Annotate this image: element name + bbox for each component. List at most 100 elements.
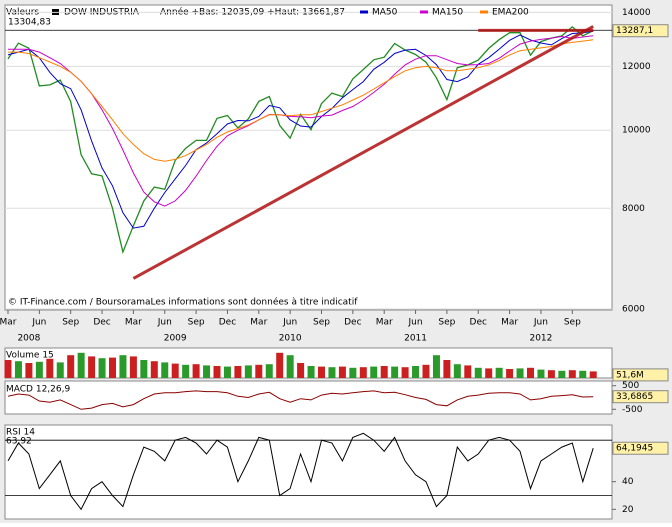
x-tick-label: Sep	[188, 318, 205, 328]
x-tick-label: Jun	[31, 318, 46, 328]
bar	[568, 370, 576, 378]
bar	[391, 366, 399, 378]
bar	[223, 366, 231, 378]
bar	[349, 367, 357, 378]
y-tick-label: 20	[622, 505, 634, 515]
trendline	[132, 25, 594, 280]
bar	[432, 355, 440, 378]
x-tick-label: Mar	[376, 318, 393, 328]
bar	[265, 364, 273, 378]
value-tag-label: 33,6865	[616, 392, 653, 402]
bar	[328, 367, 336, 378]
value-tag	[612, 390, 669, 404]
year-label: 2009	[164, 334, 187, 344]
x-tick-label: Jun	[533, 318, 548, 328]
y-tick-label: 6000	[622, 305, 645, 315]
x-tick-label: Jun	[408, 318, 423, 328]
source: © IT-Finance.com / BoursoramaLes informa…	[8, 297, 358, 308]
bar	[171, 363, 179, 378]
bar	[338, 366, 346, 378]
x-tick-label: Mar	[0, 318, 17, 328]
indicator-line	[7, 390, 594, 410]
indicator-line	[7, 30, 594, 229]
y-tick-label: 12000	[622, 62, 651, 72]
x-tick-label: Sep	[438, 318, 455, 328]
bar	[192, 364, 200, 378]
bar	[276, 352, 284, 378]
bar	[213, 366, 221, 378]
bar	[464, 365, 472, 378]
x-tick-label: Dec	[219, 318, 236, 328]
bar	[129, 356, 137, 378]
bar	[67, 355, 75, 378]
panel-title: RSI 14	[6, 428, 35, 438]
y-tick-label: 8000	[622, 204, 645, 214]
x-tick-label: Sep	[564, 318, 581, 328]
rsi-plot	[4, 424, 613, 520]
x-tick-label: Dec	[93, 318, 110, 328]
price-plot	[4, 4, 613, 311]
x-tick-label: Sep	[62, 318, 79, 328]
bar	[35, 361, 43, 378]
bar	[56, 362, 64, 378]
bar	[443, 360, 451, 378]
bar	[537, 369, 545, 378]
bar	[401, 367, 409, 378]
bar	[380, 366, 388, 378]
bar	[25, 363, 33, 378]
value-tag	[612, 368, 669, 382]
x-tick-label: Dec	[470, 318, 487, 328]
bar	[77, 352, 85, 378]
y-tick-label: 10000	[622, 126, 651, 136]
bar	[422, 364, 430, 378]
bar	[109, 357, 116, 378]
x-tick-label: Mar	[501, 318, 518, 328]
panel-title: MACD 12,26,9	[6, 385, 70, 395]
level-label: 13304,83	[8, 18, 51, 28]
value-tag-label: 64,1945	[616, 444, 653, 454]
bar	[255, 364, 263, 378]
x-tick-label: Mar	[125, 318, 142, 328]
panel-title: Volume 15	[6, 351, 54, 361]
bar	[161, 362, 169, 378]
bar	[516, 368, 524, 378]
bar	[506, 369, 514, 378]
bar	[412, 366, 420, 378]
bar	[527, 367, 534, 378]
bar	[140, 360, 148, 378]
bar	[589, 371, 597, 378]
bar	[359, 367, 367, 378]
year-label: 2010	[279, 334, 302, 344]
bar	[297, 363, 305, 378]
bar	[98, 358, 106, 378]
macd-plot	[4, 380, 613, 415]
bar	[485, 368, 493, 378]
bar	[46, 358, 54, 378]
value-tag-label: 51,6M	[616, 370, 644, 380]
x-tick-label: Jun	[282, 318, 297, 328]
value-tag-label: 13287,1	[616, 26, 653, 36]
bar	[150, 361, 158, 378]
value-tag	[612, 24, 669, 38]
indicator-line	[7, 432, 594, 511]
bar	[182, 364, 190, 378]
bar	[495, 367, 503, 378]
bar	[558, 370, 566, 378]
indicator-line	[8, 35, 594, 207]
bar	[474, 367, 482, 378]
x-tick-label: Dec	[344, 318, 361, 328]
bar	[88, 356, 96, 378]
x-tick-label: Jun	[157, 318, 172, 328]
max-label: 63,92	[6, 437, 32, 447]
year-label: 2011	[404, 334, 427, 344]
bar	[453, 364, 461, 378]
bar	[318, 366, 325, 378]
indicator-line	[8, 39, 594, 162]
bar	[203, 365, 211, 378]
year-label: 2008	[17, 334, 40, 344]
bar	[234, 366, 242, 378]
bar	[547, 370, 555, 378]
y-tick-label: 40	[622, 477, 634, 487]
year-label: 2012	[529, 334, 552, 344]
